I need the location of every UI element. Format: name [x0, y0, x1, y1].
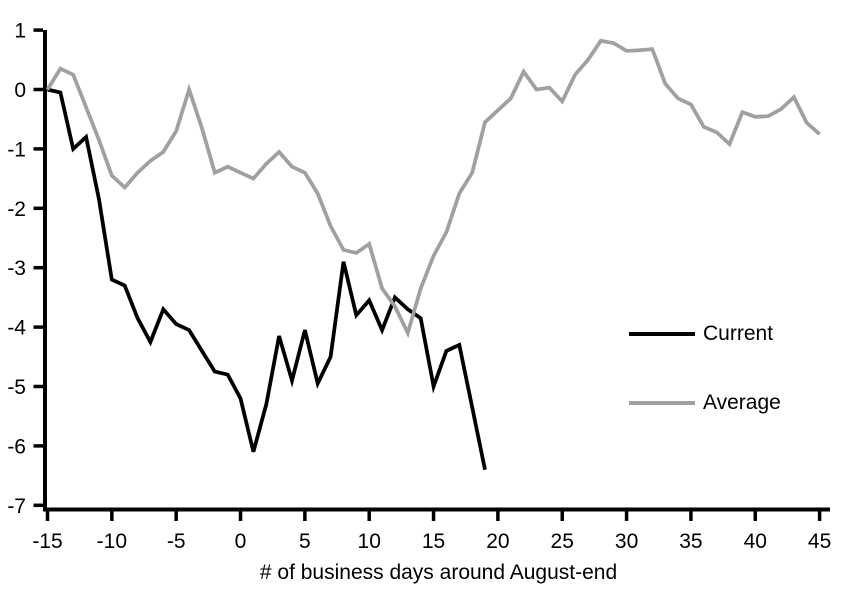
legend-label-current: Current — [703, 321, 774, 345]
x-tick-label: 25 — [551, 530, 574, 553]
y-tick-label: -5 — [7, 376, 26, 399]
y-tick-label: -4 — [7, 317, 26, 340]
x-tick-label: -10 — [97, 530, 127, 553]
x-tick-label: -5 — [167, 530, 186, 553]
x-tick-label: -15 — [32, 530, 62, 553]
y-tick-label: -6 — [7, 435, 26, 458]
x-tick-label: 20 — [486, 530, 509, 553]
x-tick-label: 30 — [615, 530, 638, 553]
x-tick-label: 40 — [744, 530, 767, 553]
y-tick-label: 1 — [14, 20, 26, 43]
current-line-swatch — [629, 331, 695, 336]
y-tick-label: -3 — [7, 257, 26, 280]
legend-item-current: Current — [629, 319, 781, 348]
y-tick-label: -1 — [7, 138, 26, 161]
y-tick-label: -2 — [7, 198, 26, 221]
series-line-average — [45, 38, 821, 339]
x-tick-label: 45 — [808, 530, 831, 553]
x-tick-label: 5 — [299, 530, 311, 553]
x-tick-label: 35 — [679, 530, 702, 553]
x-axis-title: # of business days around August-end — [259, 561, 618, 584]
legend-item-average: Average — [629, 388, 781, 417]
legend: Current Average — [629, 319, 781, 457]
x-tick-label: 15 — [422, 530, 445, 553]
y-tick-label: 0 — [14, 79, 26, 102]
x-tick-label: 10 — [358, 530, 381, 553]
average-line-swatch — [629, 400, 695, 405]
legend-label-average: Average — [703, 390, 781, 414]
x-tick-label: 0 — [235, 530, 247, 553]
series-line-current — [47, 87, 487, 471]
y-tick-label: -7 — [7, 495, 26, 518]
